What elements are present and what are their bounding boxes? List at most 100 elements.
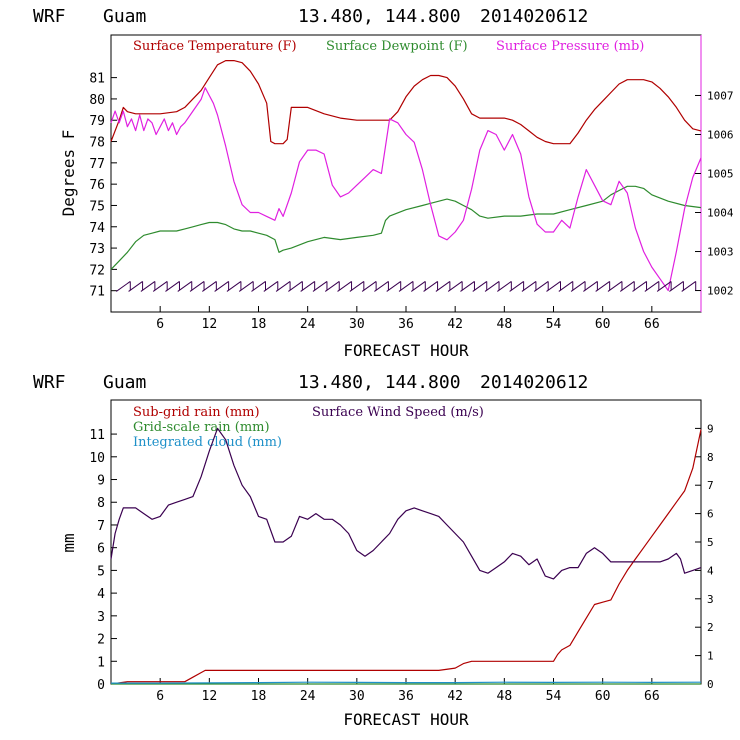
panel2-y2-tick-label: 7 — [707, 479, 714, 492]
panel2-legend-wind-speed: Surface Wind Speed (m/s) — [312, 405, 484, 420]
wind-barb — [607, 281, 623, 292]
panel2-series-sub-grid-rain — [110, 429, 702, 685]
panel1-x-tick-label: 24 — [300, 317, 316, 332]
panel2-x-tick-label: 12 — [202, 689, 218, 704]
wind-barb — [177, 281, 193, 292]
panel2-legend-integrated-cloud: Integrated cloud (mm) — [133, 435, 282, 450]
panel2-y2-tick-label: 9 — [707, 422, 714, 435]
panel2-x-tick-label: 30 — [349, 689, 365, 704]
panel1-init-label: 2014020612 — [480, 6, 588, 27]
wind-barb — [656, 281, 672, 292]
panel1-y-tick-label: 72 — [89, 263, 105, 278]
wind-barb — [152, 281, 168, 292]
panel1-x-tick-label: 12 — [202, 317, 218, 332]
panel1-y2-tick-label: 1003 — [707, 246, 734, 259]
panel2-init-label: 2014020612 — [480, 372, 588, 393]
panel1-y-tick-label: 75 — [89, 199, 105, 214]
panel1-y2-tick-label: 1002 — [707, 285, 734, 298]
panel2-x-tick-label: 48 — [497, 689, 513, 704]
panel1-legend-temperature: Surface Temperature (F) — [133, 39, 297, 54]
wind-barb — [238, 281, 254, 292]
panel2-x-tick-label: 60 — [595, 689, 611, 704]
panel2-x-tick-label: 54 — [546, 689, 562, 704]
panel2-legend-subgrid-rain: Sub-grid rain (mm) — [133, 405, 260, 420]
panel1-x-axis-label: FORECAST HOUR — [343, 341, 469, 360]
panel2-y2-tick-label: 5 — [707, 536, 714, 549]
panel2-y-tick-label: 4 — [97, 587, 105, 602]
wind-barb — [595, 281, 611, 292]
panel1-x-tick-label: 18 — [251, 317, 267, 332]
panel2-y-tick-label: 1 — [97, 655, 105, 670]
panel2-coords-label: 13.480, 144.800 — [298, 372, 461, 393]
wind-barb — [386, 281, 402, 292]
panel2-x-tick-label: 42 — [447, 689, 463, 704]
wind-barb — [202, 281, 217, 292]
panel1-y2-tick-label: 1007 — [707, 89, 734, 102]
wind-barb — [189, 281, 205, 292]
panel1-x-tick-label: 42 — [447, 317, 463, 332]
panel1-model-label: WRF — [33, 6, 66, 27]
panel2-y-tick-label: 2 — [97, 633, 105, 648]
panel1-y-tick-label: 78 — [89, 136, 105, 151]
panel2-location-label: Guam — [103, 372, 146, 393]
wind-barb — [226, 281, 242, 292]
panel2-legend-gridscale-rain: Grid-scale rain (mm) — [133, 420, 270, 435]
panel1-x-tick-label: 60 — [595, 317, 611, 332]
wind-barb — [275, 281, 291, 292]
wind-barb — [324, 281, 340, 292]
panel2-y2-tick-label: 3 — [707, 593, 714, 606]
panel2-y-tick-label: 8 — [97, 496, 105, 511]
panel1-x-tick-label: 36 — [398, 317, 414, 332]
panel1-x-tick-label: 54 — [546, 317, 562, 332]
panel1-series-surface-dewpoint — [110, 185, 702, 270]
wind-barb — [669, 281, 684, 292]
panel1-series-surface-pressure — [110, 87, 702, 292]
wind-barb — [140, 281, 156, 292]
panel1-coords-label: 13.480, 144.800 — [298, 6, 461, 27]
panel1-x-tick-label: 6 — [156, 317, 164, 332]
panel2-y2-tick-label: 6 — [707, 508, 714, 521]
wind-barb — [165, 281, 180, 292]
wind-barb — [570, 281, 586, 292]
panel1-y-tick-label: 76 — [89, 178, 105, 193]
wind-barb — [619, 281, 635, 292]
wind-barb — [116, 281, 131, 292]
wind-barb — [398, 281, 414, 292]
wind-barb — [521, 281, 537, 292]
panel2-y2-tick-label: 4 — [707, 564, 714, 577]
panel1-legend-dewpoint: Surface Dewpoint (F) — [326, 39, 468, 54]
wind-barb — [312, 281, 328, 292]
wind-barb — [583, 281, 598, 292]
panel1-y-tick-label: 77 — [89, 157, 105, 172]
wind-barb — [509, 281, 525, 292]
panel1-legend-pressure: Surface Pressure (mb) — [496, 39, 644, 54]
wind-barb — [435, 281, 451, 292]
wind-barb — [423, 281, 439, 292]
wind-barb — [300, 281, 316, 292]
panel1-y-tick-label: 81 — [89, 72, 105, 87]
panel2-y-tick-label: 11 — [89, 428, 105, 443]
panel1-y-tick-label: 80 — [89, 93, 105, 108]
wind-barb — [411, 281, 426, 292]
panel2-x-tick-label: 36 — [398, 689, 414, 704]
panel1-y-tick-label: 79 — [89, 114, 105, 129]
panel2-y2-tick-label: 8 — [707, 451, 714, 464]
panel1-y-axis-label: Degrees F — [59, 130, 78, 217]
wind-barb — [447, 281, 463, 292]
panel2-x-tick-label: 66 — [644, 689, 660, 704]
panel1-y-tick-label: 73 — [89, 242, 105, 257]
wind-barb — [644, 281, 660, 292]
wind-barb — [374, 281, 389, 292]
wind-barb — [263, 281, 279, 292]
panel1-plot-area — [110, 34, 702, 313]
panel2-y2-tick-label: 1 — [707, 650, 714, 663]
wind-barb — [497, 281, 512, 292]
panel1-y2-tick-label: 1005 — [707, 168, 734, 181]
panel2-model-label: WRF — [33, 372, 66, 393]
wind-barb — [681, 281, 697, 292]
panel1-location-label: Guam — [103, 6, 146, 27]
panel1-series-surface-temperature — [110, 59, 702, 145]
panel2-series-surface-wind-speed — [110, 427, 702, 580]
panel1-x-tick-label: 66 — [644, 317, 660, 332]
wind-barb — [128, 281, 144, 292]
